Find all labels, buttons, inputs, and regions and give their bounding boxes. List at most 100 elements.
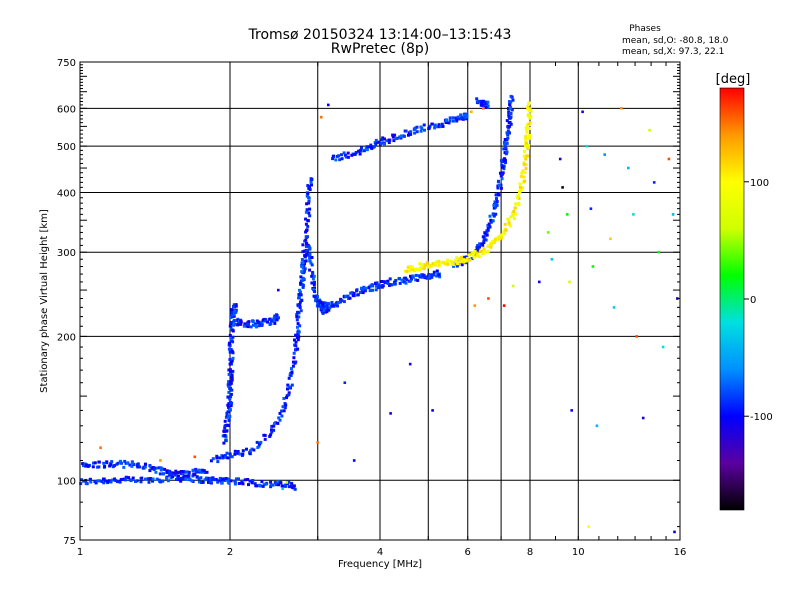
data-point bbox=[398, 277, 401, 280]
data-point bbox=[348, 296, 352, 300]
data-point bbox=[281, 487, 284, 491]
data-point bbox=[482, 107, 485, 110]
data-point bbox=[550, 258, 554, 261]
data-point bbox=[84, 481, 88, 485]
data-point bbox=[513, 206, 517, 210]
data-point bbox=[247, 322, 250, 326]
data-point bbox=[231, 323, 234, 327]
data-point bbox=[525, 123, 529, 127]
data-point bbox=[522, 175, 525, 179]
data-point bbox=[324, 305, 328, 309]
data-point bbox=[309, 261, 313, 265]
data-point bbox=[296, 329, 300, 333]
data-point bbox=[172, 471, 176, 475]
data-point bbox=[228, 350, 232, 354]
data-point bbox=[124, 475, 128, 479]
data-point bbox=[287, 376, 291, 380]
data-point bbox=[177, 474, 180, 478]
data-point bbox=[197, 480, 201, 484]
data-point bbox=[482, 247, 486, 251]
data-point bbox=[187, 477, 191, 481]
data-point bbox=[398, 281, 402, 285]
axis-ticks bbox=[79, 61, 681, 540]
data-point bbox=[414, 268, 417, 271]
data-point bbox=[296, 325, 299, 329]
data-point bbox=[147, 477, 151, 481]
data-point bbox=[227, 347, 231, 351]
data-point bbox=[506, 136, 510, 140]
data-point bbox=[232, 303, 236, 307]
data-point bbox=[233, 305, 236, 309]
data-point bbox=[518, 185, 522, 189]
data-point bbox=[239, 322, 243, 326]
data-point bbox=[243, 478, 247, 482]
data-point bbox=[508, 224, 512, 228]
data-point bbox=[236, 450, 240, 453]
data-point bbox=[376, 140, 380, 144]
data-point bbox=[308, 256, 312, 260]
data-point bbox=[641, 416, 645, 420]
data-point bbox=[241, 452, 245, 456]
data-point bbox=[344, 155, 348, 159]
data-point bbox=[226, 456, 230, 460]
data-point bbox=[657, 250, 660, 254]
data-point bbox=[524, 163, 528, 167]
data-point bbox=[505, 119, 509, 123]
data-point bbox=[241, 449, 245, 453]
data-point bbox=[297, 335, 301, 339]
data-point bbox=[508, 103, 512, 107]
data-point bbox=[316, 304, 320, 308]
y-tick-label: 200 bbox=[57, 332, 76, 343]
data-point bbox=[433, 123, 437, 127]
data-point bbox=[493, 241, 496, 244]
data-point bbox=[402, 280, 406, 284]
data-point bbox=[290, 383, 294, 387]
data-point bbox=[312, 283, 316, 287]
data-point bbox=[437, 273, 441, 277]
data-point bbox=[346, 295, 350, 298]
data-point bbox=[413, 131, 417, 135]
data-point bbox=[409, 130, 413, 134]
data-point bbox=[93, 461, 97, 465]
data-point bbox=[503, 145, 507, 149]
data-point bbox=[226, 480, 230, 484]
data-point bbox=[431, 409, 434, 412]
data-point bbox=[386, 282, 390, 285]
data-point bbox=[264, 482, 268, 486]
data-point bbox=[493, 200, 497, 204]
data-point bbox=[528, 133, 532, 137]
data-point bbox=[419, 266, 423, 270]
data-point bbox=[372, 145, 376, 149]
data-point bbox=[223, 429, 227, 433]
data-point bbox=[227, 418, 231, 422]
data-point bbox=[89, 480, 93, 484]
data-point bbox=[431, 262, 435, 266]
data-point bbox=[409, 279, 413, 283]
data-point bbox=[231, 328, 235, 332]
data-point bbox=[526, 107, 530, 111]
data-point bbox=[490, 242, 493, 246]
data-point bbox=[249, 325, 253, 329]
data-point bbox=[462, 260, 466, 264]
data-point bbox=[154, 470, 158, 474]
data-point bbox=[511, 284, 515, 288]
data-point bbox=[407, 133, 410, 137]
data-point bbox=[451, 260, 455, 264]
data-point bbox=[394, 137, 398, 141]
data-point bbox=[476, 244, 480, 248]
data-point bbox=[148, 469, 152, 473]
data-point bbox=[389, 412, 392, 415]
data-point bbox=[259, 440, 263, 444]
data-point bbox=[307, 196, 311, 200]
data-point bbox=[357, 149, 361, 153]
data-point bbox=[197, 470, 201, 474]
data-point bbox=[486, 226, 490, 230]
data-point bbox=[505, 138, 509, 142]
data-point bbox=[254, 324, 258, 328]
data-point bbox=[269, 485, 273, 489]
data-point bbox=[308, 246, 312, 250]
data-point bbox=[272, 428, 276, 432]
data-point bbox=[480, 250, 484, 253]
data-point bbox=[432, 273, 436, 277]
data-point bbox=[287, 393, 291, 397]
